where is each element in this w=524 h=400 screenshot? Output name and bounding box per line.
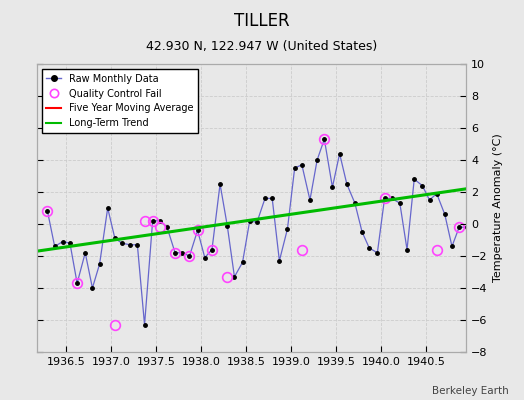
Text: TILLER: TILLER bbox=[234, 12, 290, 30]
Legend: Raw Monthly Data, Quality Control Fail, Five Year Moving Average, Long-Term Tren: Raw Monthly Data, Quality Control Fail, … bbox=[41, 69, 198, 133]
Text: 42.930 N, 122.947 W (United States): 42.930 N, 122.947 W (United States) bbox=[146, 40, 378, 53]
Y-axis label: Temperature Anomaly (°C): Temperature Anomaly (°C) bbox=[493, 134, 503, 282]
Text: Berkeley Earth: Berkeley Earth bbox=[432, 386, 508, 396]
